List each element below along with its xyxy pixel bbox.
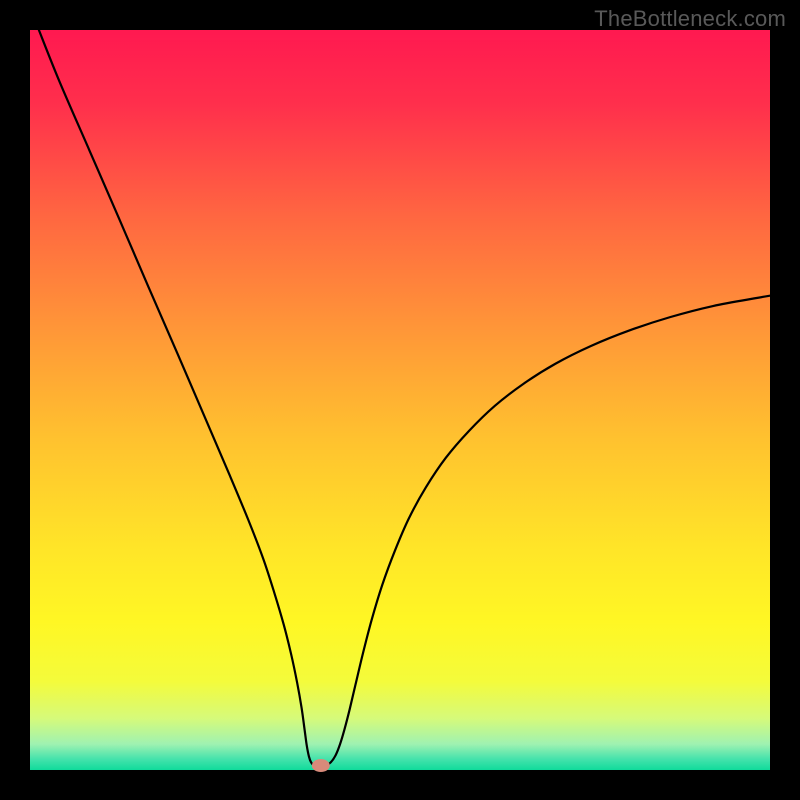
optimal-point-marker bbox=[312, 759, 330, 772]
watermark: TheBottleneck.com bbox=[594, 6, 786, 32]
chart-background bbox=[30, 30, 770, 770]
chart-svg bbox=[0, 0, 800, 800]
bottleneck-chart: TheBottleneck.com bbox=[0, 0, 800, 800]
